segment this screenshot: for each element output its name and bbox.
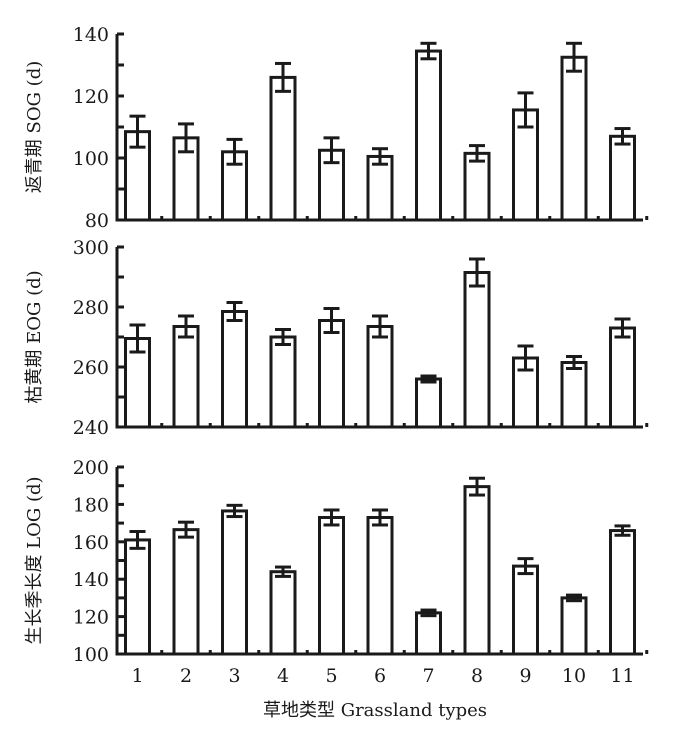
x-tick-label: 6	[374, 665, 386, 687]
y-tick-label: 100	[73, 644, 109, 666]
y-axis-title: 枯黄期 EOG (d)	[24, 270, 45, 403]
error-bar-log-6	[372, 508, 388, 527]
error-bar-log-4	[275, 565, 291, 578]
x-tick-label: 10	[562, 665, 586, 687]
bar-log-8	[463, 485, 491, 656]
bar-log-11	[609, 529, 636, 656]
y-tick-label: 140	[73, 24, 109, 46]
bar-eog-6	[366, 325, 394, 429]
y-axis-title: 生长季长度 LOG (d)	[24, 476, 45, 644]
x-tick-label: 5	[325, 665, 337, 687]
error-bar-sog-4	[275, 61, 291, 93]
y-tick-label: 140	[73, 569, 109, 591]
bar-log-2	[172, 528, 200, 656]
x-axis-title: 草地类型 Grassland types	[263, 700, 487, 721]
bar-eog-3	[221, 310, 248, 429]
bar-log-4	[269, 570, 297, 656]
bar-eog-7	[415, 377, 442, 429]
bar-eog-11	[609, 326, 636, 429]
bar-log-7	[415, 611, 442, 656]
error-bar-eog-4	[275, 328, 291, 346]
x-tick-label: 8	[471, 665, 483, 687]
bar-log-10	[560, 596, 588, 656]
bar-sog-10	[560, 55, 588, 222]
bar-sog-6	[366, 154, 394, 222]
y-tick-label: 160	[73, 532, 109, 554]
bar-eog-10	[560, 361, 588, 429]
error-bar-log-10	[566, 593, 582, 603]
error-bar-eog-7	[420, 374, 437, 384]
error-bar-eog-9	[517, 344, 534, 372]
error-bar-eog-11	[614, 317, 631, 339]
bar-eog-5	[318, 319, 345, 429]
error-bar-log-5	[323, 508, 340, 527]
error-bar-log-1	[129, 530, 146, 550]
error-bar-sog-7	[420, 41, 437, 61]
y-tick-label: 100	[73, 148, 109, 170]
bar-log-1	[124, 538, 151, 656]
error-bar-sog-2	[178, 122, 194, 154]
error-bar-eog-10	[566, 355, 582, 370]
error-bar-log-3	[226, 503, 243, 519]
x-tick-label: 9	[519, 665, 531, 687]
y-tick-label: 120	[73, 86, 109, 108]
error-bar-log-9	[517, 557, 534, 576]
x-tick-label: 11	[610, 665, 634, 687]
error-bar-sog-5	[323, 136, 340, 165]
error-bar-sog-6	[372, 147, 388, 166]
error-bar-log-11	[614, 524, 631, 537]
bar-log-9	[512, 564, 539, 656]
panel-sog: 80 100 120 140 返青期 SOG (d)	[24, 24, 649, 232]
error-bar-log-2	[178, 520, 194, 539]
error-bar-sog-10	[566, 41, 582, 73]
error-bar-eog-3	[226, 301, 243, 322]
error-bar-eog-1	[129, 323, 146, 354]
bar-eog-8	[463, 271, 491, 429]
bar-eog-2	[172, 325, 200, 429]
bar-sog-11	[609, 134, 636, 222]
error-bar-sog-8	[469, 144, 485, 163]
bar-eog-4	[269, 335, 297, 429]
x-tick-label: 2	[180, 665, 192, 687]
error-bar-log-7	[420, 608, 437, 618]
y-tick-label: 280	[73, 297, 109, 319]
x-tick-label: 1	[131, 665, 143, 687]
bar-sog-7	[415, 49, 442, 222]
bar-sog-4	[269, 75, 297, 222]
error-bar-eog-5	[323, 307, 340, 334]
bar-log-6	[366, 515, 394, 656]
y-tick-label: 300	[73, 237, 109, 259]
panel-eog: 240 260 280 300 枯黄期 EOG (d)	[24, 237, 649, 439]
y-tick-label: 120	[73, 607, 109, 629]
bar-sog-8	[463, 151, 491, 222]
x-tick-label: 4	[277, 665, 289, 687]
error-bar-eog-8	[469, 257, 485, 288]
x-tick-label: 3	[228, 665, 240, 687]
y-tick-label: 180	[73, 494, 109, 516]
bar-log-3	[221, 509, 248, 656]
error-bar-sog-9	[517, 91, 534, 129]
y-tick-label: 260	[73, 357, 109, 379]
error-bar-sog-1	[129, 114, 146, 149]
y-axis-title: 返青期 SOG (d)	[24, 61, 45, 193]
error-bar-eog-6	[372, 314, 388, 339]
y-tick-label: 240	[73, 417, 109, 439]
y-tick-label: 200	[73, 457, 109, 479]
x-tick-label: 7	[422, 665, 434, 687]
error-bar-log-8	[469, 476, 485, 497]
error-bar-eog-2	[178, 314, 194, 339]
y-tick-label: 80	[85, 210, 109, 232]
error-bar-sog-3	[226, 137, 243, 166]
panel-log: 100 120 140 160 180 200 生长季长度 LOG (d) 1 2 3 4 5 6 7 8 9…	[24, 457, 649, 687]
bar-log-5	[318, 515, 345, 656]
error-bar-sog-11	[614, 127, 631, 146]
